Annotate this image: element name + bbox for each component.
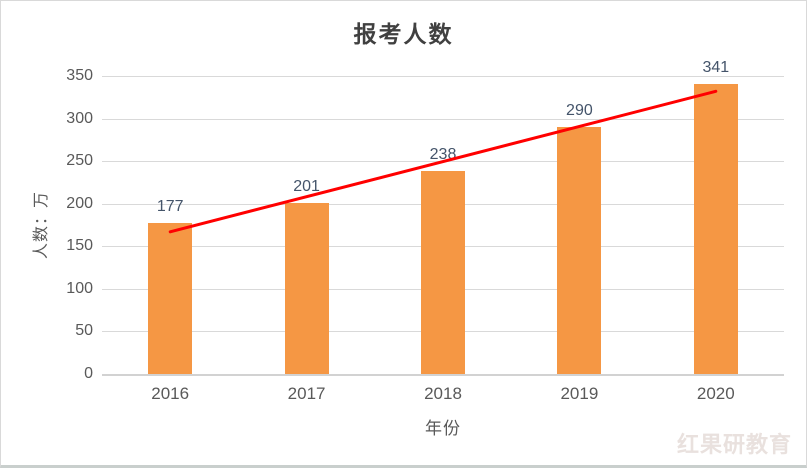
x-tick-label-2017: 2017 [287, 384, 326, 403]
watermark-text: 红果研教育 [676, 432, 792, 457]
x-tick-label-2019: 2019 [560, 384, 599, 403]
y-tick-label: 150 [66, 237, 93, 255]
gridline [102, 118, 784, 120]
y-tick-label: 300 [66, 109, 93, 127]
plot-area: 177 201 238 290 341 [102, 59, 784, 376]
y-tick-label: 100 [66, 279, 93, 297]
y-tick-label: 0 [84, 365, 93, 382]
y-tick-label: 350 [66, 67, 93, 84]
bar-2018 [421, 171, 465, 374]
bar-2019 [557, 127, 602, 374]
bar-2020 [693, 83, 738, 374]
x-tick-label-2020: 2020 [696, 384, 735, 403]
data-label-2020: 341 [702, 58, 730, 76]
x-tick-label-2018: 2018 [424, 384, 462, 403]
x-axis-title: 年份 [425, 419, 461, 438]
data-label-2018: 238 [429, 146, 457, 164]
data-label-2016: 177 [156, 198, 184, 216]
bar-2016 [148, 223, 193, 374]
data-label-2019: 290 [566, 102, 593, 120]
chart-title: 报考人数 [353, 22, 454, 47]
gridline [102, 76, 784, 77]
y-tick-label: 200 [66, 194, 93, 212]
y-tick-label: 250 [66, 152, 93, 170]
y-tick-label: 50 [75, 322, 93, 340]
data-label-2017: 201 [293, 177, 320, 195]
bar-2017 [284, 202, 329, 374]
x-tick-label-2016: 2016 [151, 384, 190, 403]
